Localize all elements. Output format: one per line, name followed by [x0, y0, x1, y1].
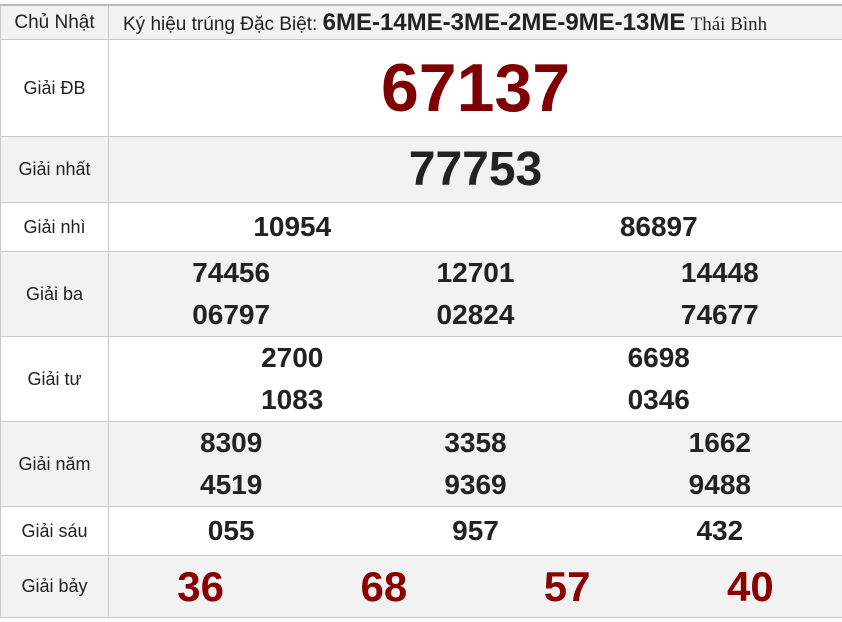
prize-number: 2700 [109, 337, 476, 379]
prize-number: 4519 [109, 464, 353, 506]
prize-number: 8309 [109, 422, 353, 464]
prize-label: Giải tư [1, 337, 109, 422]
prize-number: 12701 [353, 252, 597, 294]
prize-number: 06797 [109, 294, 353, 336]
prize-number: 957 [353, 515, 597, 547]
prize-number: 6698 [476, 337, 842, 379]
prize-label: Giải năm [1, 422, 109, 507]
prize-number: 74456 [109, 252, 353, 294]
prize-label: Giải sáu [1, 507, 109, 556]
prize-number: 86897 [476, 211, 842, 243]
prize-label: Giải bảy [1, 556, 109, 618]
province-name: Thái Bình [691, 14, 768, 35]
prize-label: Giải nhì [1, 203, 109, 252]
header-row: Chủ Nhật Ký hiệu trúng Đặc Biệt: 6ME-14M… [1, 5, 842, 40]
prize-number: 74677 [598, 294, 842, 336]
prize-label: Giải nhất [1, 137, 109, 203]
special-codes: Ký hiệu trúng Đặc Biệt: 6ME-14ME-3ME-2ME… [109, 5, 842, 40]
prize-number: 9369 [353, 464, 597, 506]
lottery-results-table: Chủ Nhật Ký hiệu trúng Đặc Biệt: 6ME-14M… [0, 4, 842, 618]
prize-number: 10954 [109, 211, 476, 243]
prize-label: Giải ba [1, 252, 109, 337]
prize-row-nhat: Giải nhất 77753 [1, 137, 842, 203]
prize-number: 68 [292, 563, 475, 611]
prize-number: 02824 [353, 294, 597, 336]
prize-number: 67137 [109, 49, 842, 127]
prize-number: 36 [109, 563, 292, 611]
prize-number: 0346 [476, 379, 842, 421]
prize-number: 432 [598, 515, 842, 547]
prize-number: 1083 [109, 379, 476, 421]
prize-number: 1662 [598, 422, 842, 464]
day-label: Chủ Nhật [1, 5, 109, 40]
prize-number: 57 [476, 563, 659, 611]
prize-number: 055 [109, 515, 353, 547]
prize-number: 3358 [353, 422, 597, 464]
codes-value: 6ME-14ME-3ME-2ME-9ME-13ME [323, 9, 686, 36]
prize-label: Giải ĐB [1, 40, 109, 137]
prize-number: 9488 [598, 464, 842, 506]
prize-number: 14448 [598, 252, 842, 294]
prize-number: 40 [659, 563, 842, 611]
codes-prefix: Ký hiệu trúng Đặc Biệt: [123, 14, 317, 35]
prize-number: 77753 [109, 142, 842, 197]
prize-row-db: Giải ĐB 67137 [1, 40, 842, 137]
